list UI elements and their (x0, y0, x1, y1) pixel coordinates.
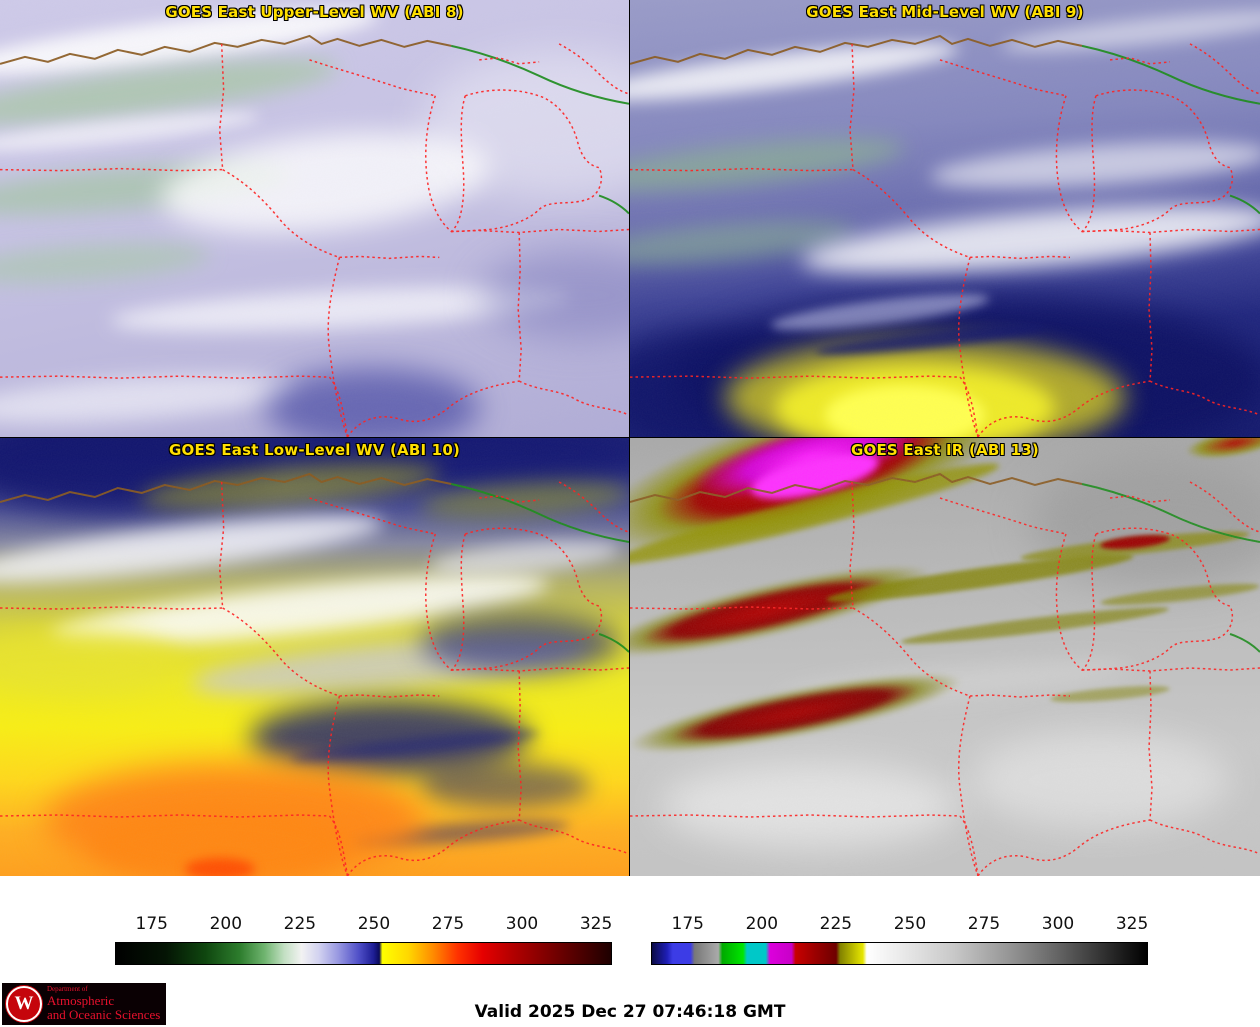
colorbar-tick-label: 300 (1041, 914, 1075, 934)
panel-mid-level-wv: GOES East Mid-Level WV (ABI 9) (630, 0, 1260, 438)
dept-line-1: Department of (47, 985, 88, 994)
colorbar-tick-label: 200 (745, 914, 779, 934)
crest-letter: W (14, 993, 34, 1014)
wv-colorbar-ticks: 175 200 225 250 275 300 325 (115, 914, 613, 936)
colorbar-tick-label: 250 (357, 914, 391, 934)
colorbar-tick-label: 225 (283, 914, 317, 934)
panel-title: GOES East Mid-Level WV (ABI 9) (806, 3, 1084, 21)
ir-colorbar-ticks: 175 200 225 250 275 300 325 (651, 914, 1149, 936)
colorbar-tick-label: 275 (967, 914, 1001, 934)
wv-upper-imagery (0, 0, 629, 437)
panel-title: GOES East IR (ABI 13) (850, 441, 1039, 459)
colorbar-tick-label: 300 (505, 914, 539, 934)
panel-title: GOES East Upper-Level WV (ABI 8) (165, 3, 464, 21)
satellite-image-grid: GOES East Upper-Level WV (ABI 8) (0, 0, 1260, 876)
colorbar-tick-label: 225 (819, 914, 853, 934)
colorbar-tick-label: 325 (579, 914, 613, 934)
colorbar-tick-label: 175 (671, 914, 704, 934)
colorbar-tick-label: 275 (431, 914, 465, 934)
ir-colorbar: 175 200 225 250 275 300 325 (651, 914, 1148, 966)
dept-name: Department of Atmospheric and Oceanic Sc… (47, 986, 160, 1022)
wv-mid-imagery (630, 0, 1260, 437)
colorbar-tick-label: 325 (1115, 914, 1149, 934)
uw-crest-icon: W (6, 986, 42, 1022)
dept-line-2: Atmospheric (47, 992, 115, 1008)
wv-colorbar-gradient (115, 942, 612, 965)
colorbar-tick-label: 175 (135, 914, 168, 934)
panel-upper-level-wv: GOES East Upper-Level WV (ABI 8) (0, 0, 630, 438)
wv-low-imagery (0, 438, 629, 876)
ir-imagery (630, 438, 1260, 876)
dept-line-3: and Oceanic Sciences (47, 1006, 161, 1022)
panel-ir: GOES East IR (ABI 13) (630, 438, 1260, 876)
colorbar-tick-label: 250 (893, 914, 927, 934)
panel-low-level-wv: GOES East Low-Level WV (ABI 10) (0, 438, 630, 876)
colorbar-tick-label: 200 (209, 914, 243, 934)
valid-timestamp: Valid 2025 Dec 27 07:46:18 GMT (474, 1002, 786, 1022)
wv-colorbar: 175 200 225 250 275 300 325 (115, 914, 612, 966)
panel-title: GOES East Low-Level WV (ABI 10) (168, 441, 461, 459)
uw-aos-logo[interactable]: W Department of Atmospheric and Oceanic … (2, 983, 166, 1025)
ir-colorbar-gradient (651, 942, 1148, 965)
